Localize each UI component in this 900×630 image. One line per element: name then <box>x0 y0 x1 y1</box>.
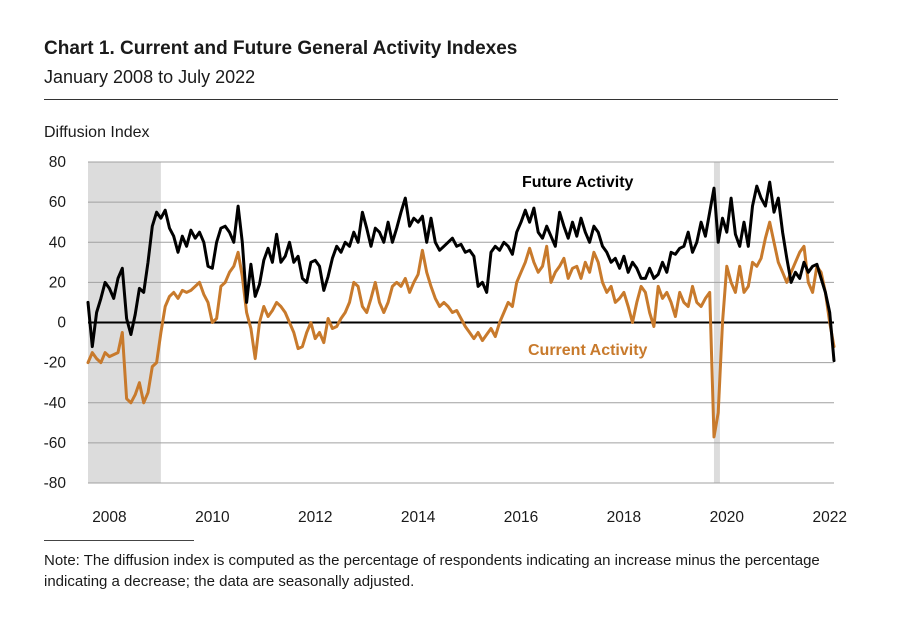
y-tick-label: 80 <box>49 154 67 171</box>
note-divider <box>44 540 194 541</box>
title-divider <box>44 99 838 100</box>
y-tick-label: -40 <box>44 395 67 412</box>
y-tick-label: -80 <box>44 475 67 492</box>
x-tick-label: 2018 <box>607 509 641 526</box>
x-tick-label: 2008 <box>92 509 126 526</box>
y-axis-ticks: 80 60 40 20 0 -20 -40 -60 -80 <box>44 154 67 492</box>
x-tick-label: 2016 <box>504 509 538 526</box>
footnote: Note: The diffusion index is computed as… <box>44 552 820 590</box>
current-activity-line <box>86 220 836 439</box>
future-activity-line <box>86 180 836 363</box>
x-tick-label: 2014 <box>401 509 436 526</box>
x-tick-label: 2012 <box>298 509 332 526</box>
future-activity-label: Future Activity <box>522 174 634 191</box>
chart-subtitle: January 2008 to July 2022 <box>44 67 256 87</box>
y-tick-label: 20 <box>49 274 67 291</box>
y-axis-label: Diffusion Index <box>44 124 150 141</box>
x-tick-label: 2022 <box>812 509 846 526</box>
x-tick-label: 2010 <box>195 509 230 526</box>
current-activity-label: Current Activity <box>528 342 648 359</box>
y-tick-label: -20 <box>44 355 67 372</box>
series-lines <box>86 180 836 439</box>
y-tick-label: 60 <box>49 194 67 211</box>
y-tick-label: 0 <box>57 315 66 332</box>
chart-title: Chart 1. Current and Future General Acti… <box>44 38 518 59</box>
x-tick-label: 2020 <box>710 509 745 526</box>
y-tick-label: -60 <box>44 435 67 452</box>
x-axis-ticks: 2008 2010 2012 2014 2016 2018 2020 2022 <box>92 509 847 526</box>
y-tick-label: 40 <box>49 234 67 251</box>
